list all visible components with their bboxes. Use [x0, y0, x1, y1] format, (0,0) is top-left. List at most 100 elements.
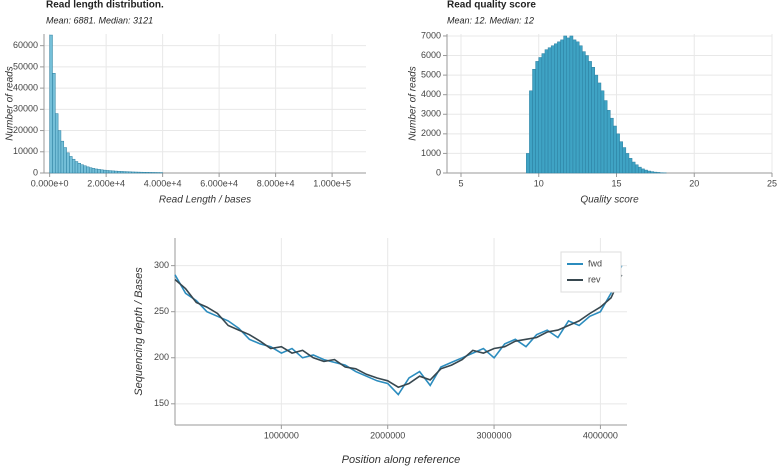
bar — [77, 162, 81, 174]
bar — [136, 171, 141, 174]
chart-subtitle: Mean: 6881. Median: 3121 — [46, 15, 153, 25]
x-tick-label: 4000000 — [583, 430, 618, 440]
bar — [647, 170, 651, 174]
y-tick-label: 6000 — [421, 50, 441, 60]
y-tick-label: 60000 — [13, 40, 38, 50]
bar — [560, 39, 564, 174]
bar — [142, 172, 146, 174]
y-tick-label: 1000 — [421, 148, 441, 158]
x-axis-label: Quality score — [580, 195, 639, 206]
bar — [610, 117, 614, 174]
bar — [641, 168, 645, 174]
bar — [526, 153, 530, 174]
bar — [544, 49, 549, 174]
x-tick-label: 10 — [534, 178, 544, 188]
bar — [619, 141, 623, 174]
legend-box — [560, 251, 622, 293]
bar — [49, 34, 53, 174]
chart-title: Read length distribution. — [46, 0, 164, 11]
x-axis-label: Position along reference — [342, 454, 461, 466]
y-axis-label: Number of reads — [5, 66, 16, 140]
x-tick-label: 20 — [689, 178, 699, 188]
bar — [638, 166, 642, 174]
bar — [60, 140, 65, 174]
y-axis-label: Number of reads — [408, 66, 419, 140]
x-tick-label: 3000000 — [477, 430, 512, 440]
chart-title: Read quality score — [447, 0, 536, 11]
bar — [566, 37, 571, 174]
y-tick-label: 5000 — [421, 69, 441, 79]
bar — [151, 172, 155, 174]
bar — [563, 35, 567, 174]
bar — [575, 41, 580, 174]
bar — [80, 164, 84, 174]
x-tick-label: 1.000e+5 — [313, 178, 351, 188]
x-tick-label: 15 — [611, 178, 621, 188]
bar — [532, 68, 536, 174]
bar — [100, 169, 104, 174]
y-tick-label: 30000 — [13, 104, 38, 114]
x-tick-label: 2.000e+4 — [87, 178, 125, 188]
bar — [569, 35, 574, 174]
bar — [535, 61, 539, 174]
bar — [114, 170, 118, 174]
bar — [541, 53, 546, 174]
bar — [52, 73, 56, 174]
bar — [131, 171, 135, 174]
bar — [148, 172, 152, 174]
bar — [134, 171, 138, 174]
bar — [582, 51, 586, 174]
x-tick-label: 4.000e+4 — [144, 178, 182, 188]
legend-label: fwd — [588, 258, 602, 268]
bar — [557, 41, 561, 174]
bar — [120, 171, 124, 174]
bar — [55, 113, 59, 174]
bar — [83, 165, 87, 174]
bar — [653, 171, 658, 174]
bar — [103, 169, 107, 174]
legend-label: rev — [588, 274, 601, 284]
y-axis-label: Sequencing depth / Bases — [133, 267, 145, 396]
x-tick-label: 8.000e+4 — [257, 178, 295, 188]
bar — [105, 170, 110, 174]
bar — [111, 170, 115, 174]
bar — [145, 172, 149, 174]
bar — [656, 172, 661, 174]
x-tick-label: 25 — [767, 178, 777, 188]
bar — [650, 171, 655, 174]
line-series — [174, 274, 623, 389]
bar — [622, 147, 627, 174]
bar — [122, 171, 127, 174]
bar — [603, 100, 608, 174]
bar — [153, 172, 158, 174]
x-axis-label: Read Length / bases — [159, 195, 251, 206]
y-tick-label: 0 — [33, 167, 38, 177]
y-tick-label: 40000 — [13, 82, 38, 92]
bar — [71, 158, 76, 174]
bar — [550, 45, 555, 174]
bar — [88, 167, 93, 174]
y-tick-label: 20000 — [13, 125, 38, 135]
bar — [588, 61, 592, 174]
y-tick-label: 0 — [436, 167, 441, 177]
bar — [57, 130, 62, 174]
bar — [108, 170, 113, 174]
y-tick-label: 150 — [154, 398, 169, 408]
y-tick-label: 250 — [154, 306, 169, 316]
y-tick-label: 300 — [154, 260, 169, 270]
bar — [600, 90, 605, 174]
bar — [594, 74, 599, 174]
bar — [66, 152, 70, 174]
y-tick-label: 50000 — [13, 61, 38, 71]
bar — [538, 57, 543, 174]
bar — [97, 169, 101, 174]
y-tick-label: 200 — [154, 352, 169, 362]
bar — [644, 169, 648, 174]
bar — [606, 110, 611, 174]
y-tick-label: 3000 — [421, 109, 441, 119]
bar — [125, 171, 129, 174]
bar — [628, 158, 633, 174]
bar — [613, 125, 617, 174]
bar — [529, 90, 533, 174]
bar — [117, 171, 121, 174]
